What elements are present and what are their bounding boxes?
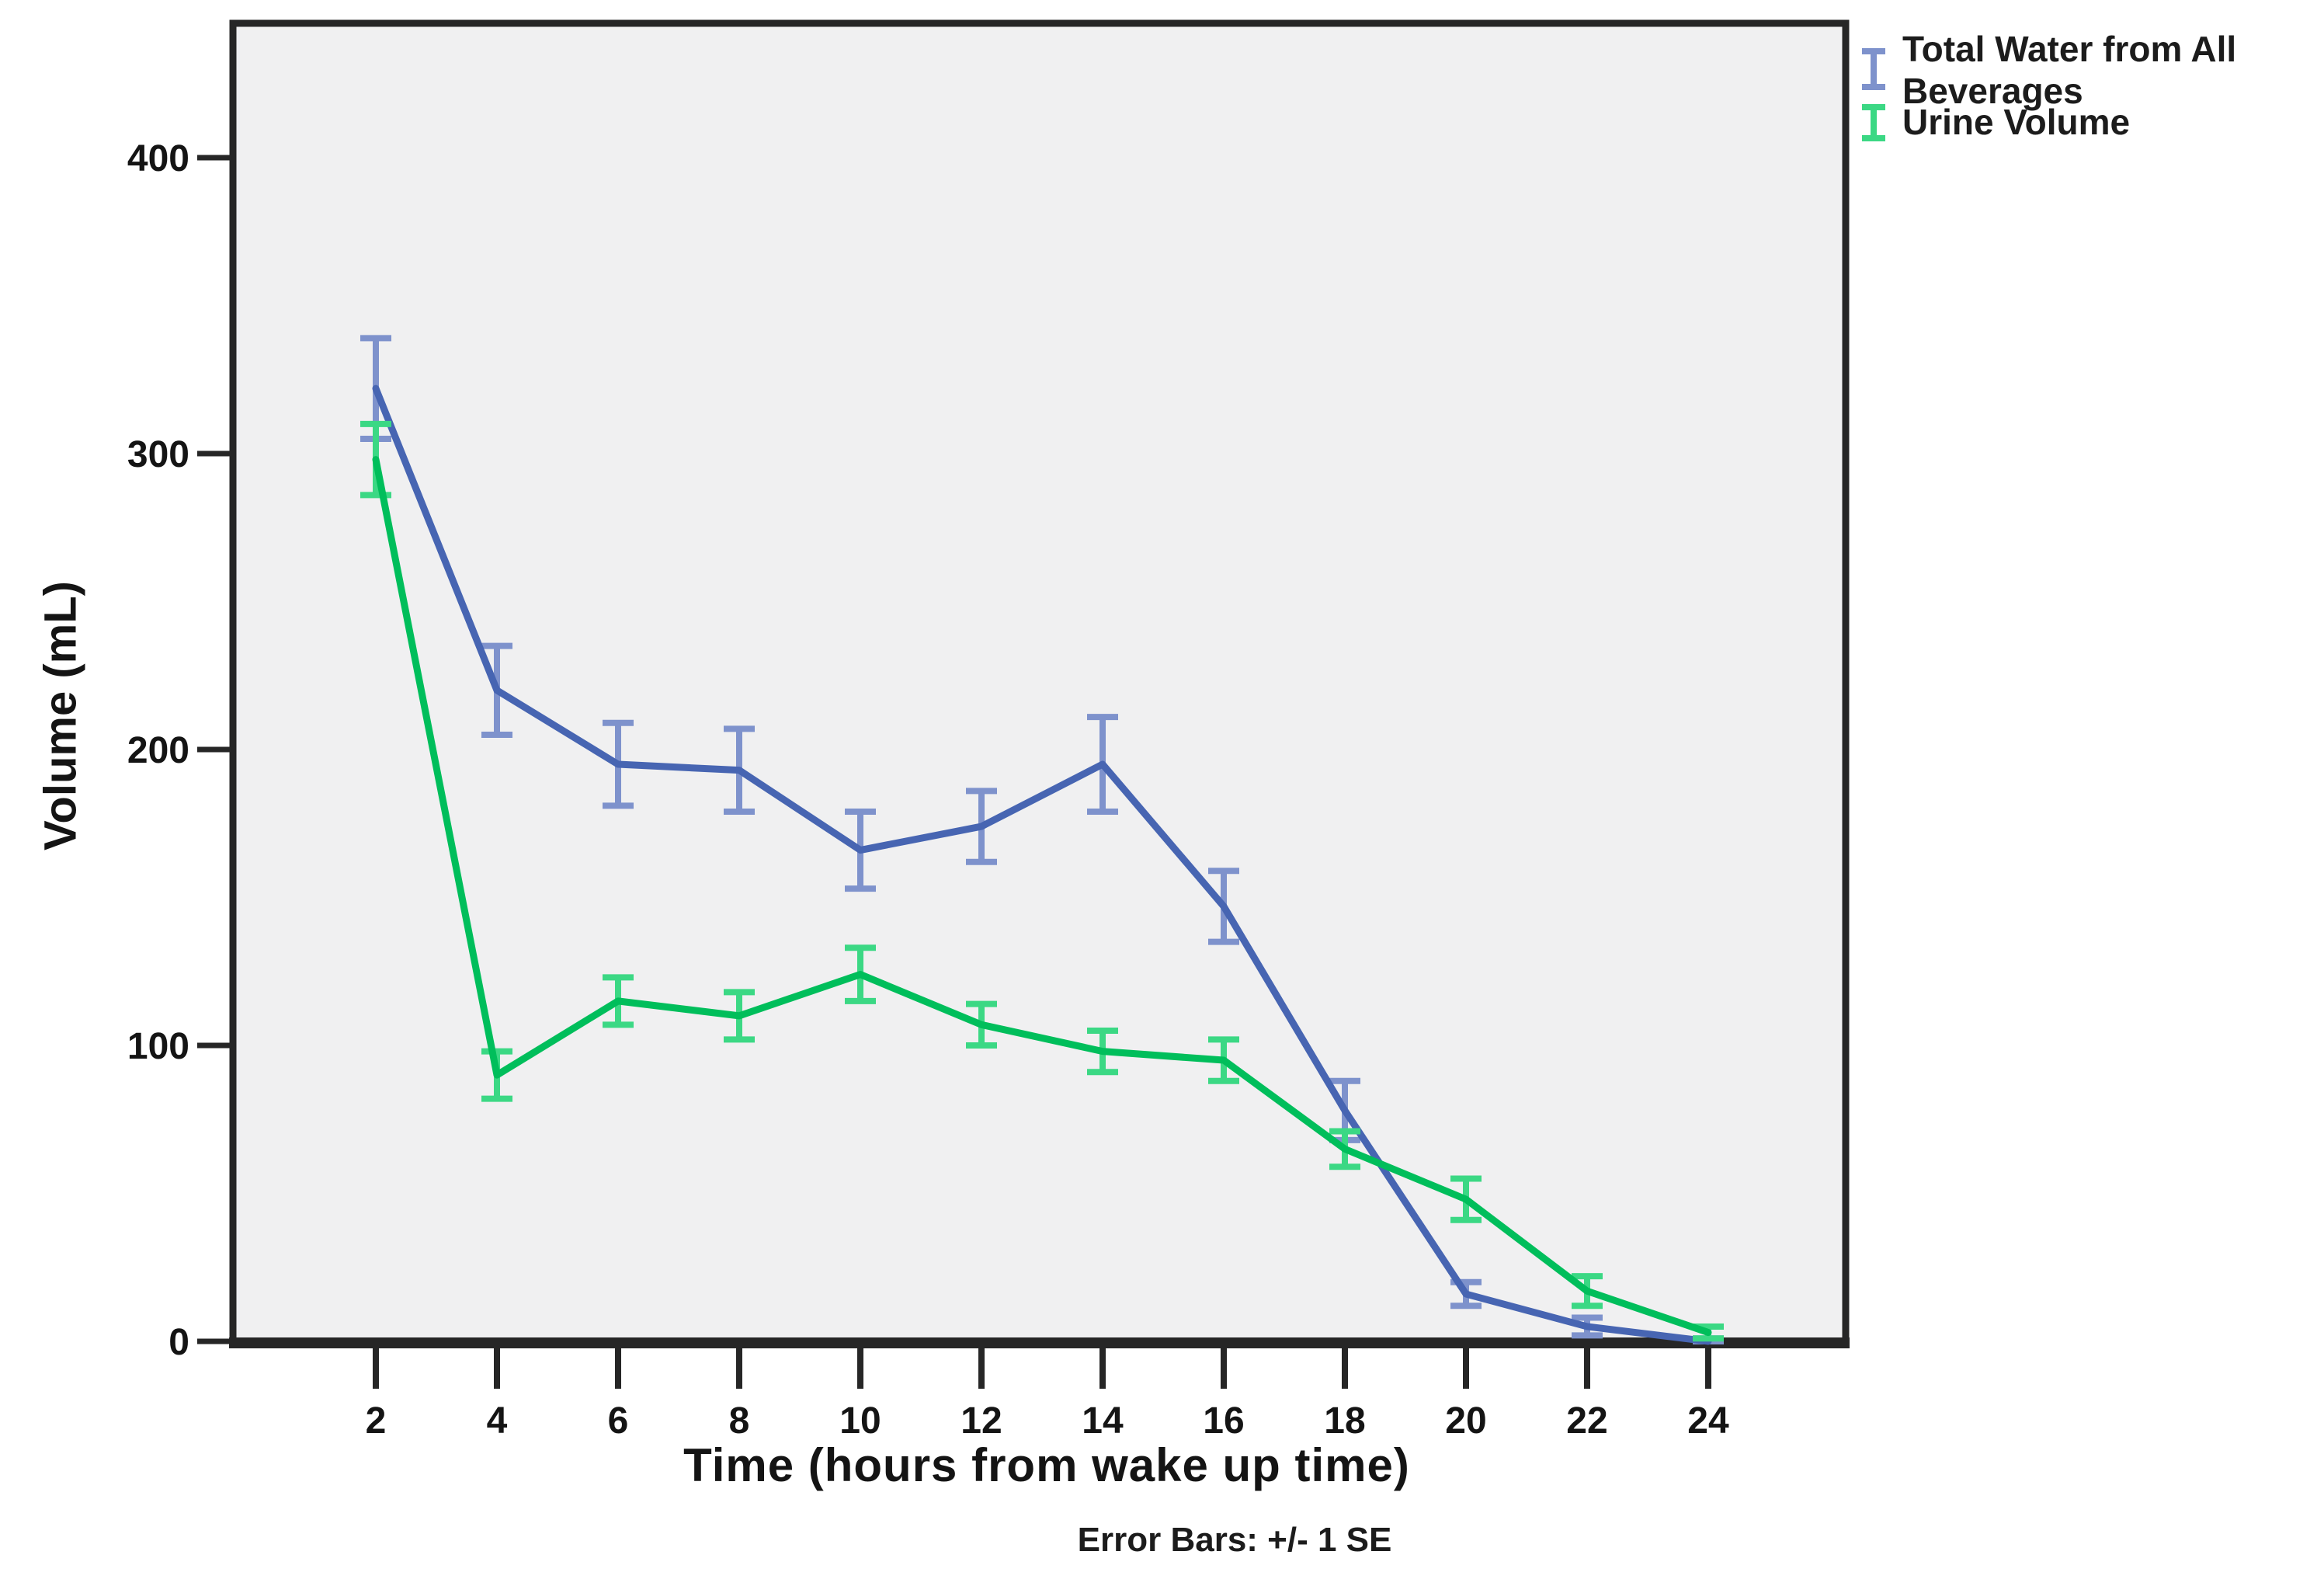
y-axis-title: Volume (mL) xyxy=(35,581,86,850)
y-tick-label: 0 xyxy=(168,1322,189,1363)
x-tick-label: 18 xyxy=(1324,1400,1365,1442)
x-tick-label: 4 xyxy=(487,1400,508,1442)
legend-label-line: Urine Volume xyxy=(1902,102,2131,142)
x-tick-label: 2 xyxy=(366,1400,387,1442)
legend-label-line: Beverages xyxy=(1902,71,2083,111)
y-tick-label: 400 xyxy=(127,138,189,179)
series-line xyxy=(372,384,1712,1345)
x-tick-label: 12 xyxy=(961,1400,1002,1442)
series-line xyxy=(372,456,1712,1337)
x-axis-title: Time (hours from wake up time) xyxy=(683,1439,1410,1491)
x-tick-label: 6 xyxy=(608,1400,629,1442)
legend-item-urine-volume: Urine Volume xyxy=(1856,101,2130,144)
x-tick-label: 16 xyxy=(1203,1400,1244,1442)
y-tick-label: 100 xyxy=(127,1026,189,1067)
x-tick-label: 14 xyxy=(1082,1400,1124,1442)
x-tick-label: 22 xyxy=(1566,1400,1607,1442)
legend-label-line: Total Water from All xyxy=(1902,29,2237,69)
x-tick-label: 20 xyxy=(1445,1400,1486,1442)
error-bar-marker-green-icon xyxy=(1862,104,1885,141)
legend-item-total-water: Total Water from All Beverages xyxy=(1856,28,2236,112)
x-tick-label: 24 xyxy=(1687,1400,1729,1442)
y-tick-label: 200 xyxy=(127,730,189,771)
x-tick-label: 8 xyxy=(729,1400,750,1442)
y-tick-label: 300 xyxy=(127,434,189,475)
error-bars-caption: Error Bars: +/- 1 SE xyxy=(1077,1521,1392,1559)
plot-area xyxy=(233,23,1846,1344)
x-tick-label: 10 xyxy=(839,1400,881,1442)
error-bar-marker-blue-icon xyxy=(1862,48,1885,90)
